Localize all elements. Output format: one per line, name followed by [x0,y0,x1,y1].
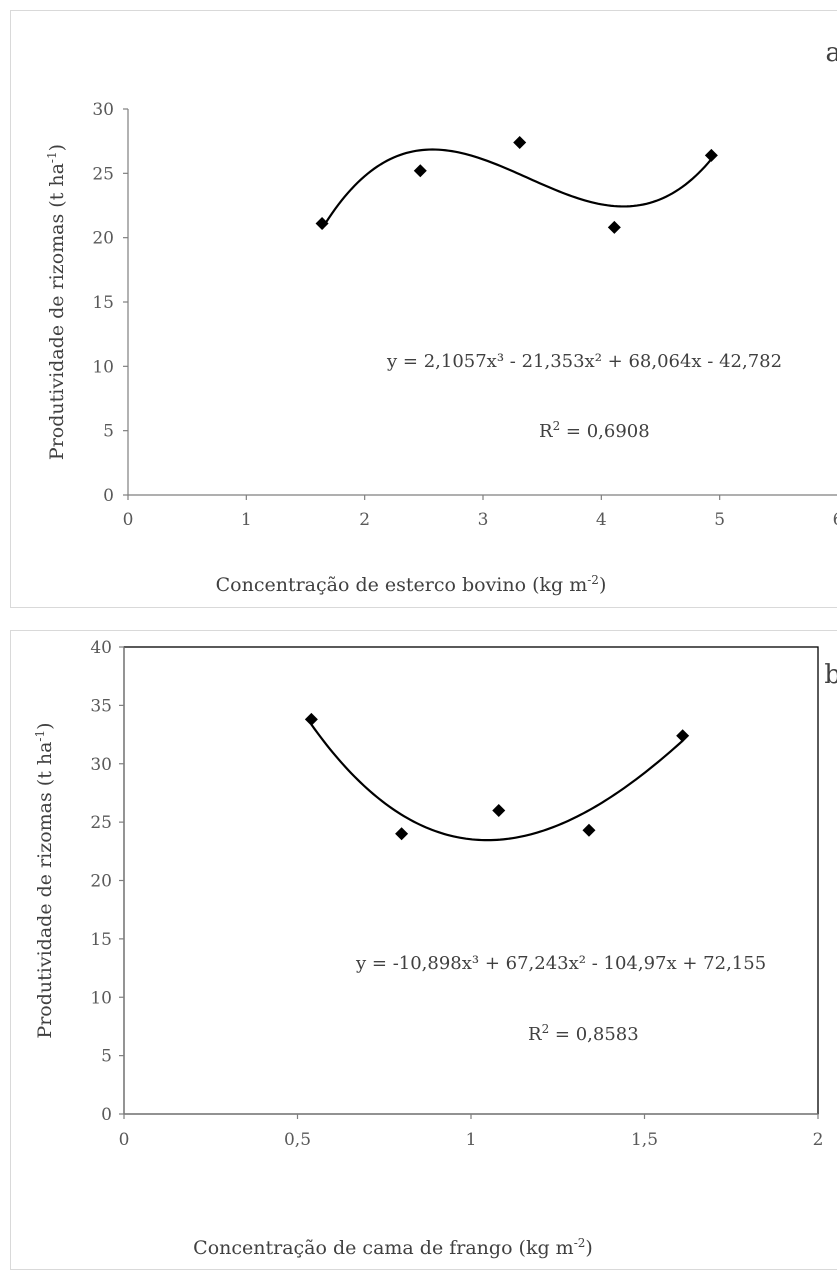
x-tick-label-a: 4 [596,510,607,530]
trendline-equation-a: y = 2,1057x³ - 21,353x² + 68,064x - 42,7… [386,351,782,372]
data-point-b [492,803,506,817]
x-tick-label-a: 3 [478,510,489,530]
x-tick-label-b: 1 [466,1130,477,1150]
trendline-b [310,723,684,842]
chart-b-svg: 0 5 10 15 20 25 30 35 40 0 0,5 1 1,5 2 y = -10,898x³ +… [33,638,837,1259]
y-tick-label-a: 0 [103,486,114,506]
r-squared-label-a: R2 = 0,6908 [539,419,650,442]
x-axis-title-a: Concentração de esterco bovino (kg m-2) [216,573,607,596]
x-tick-label-a: 2 [359,510,370,530]
trendline-equation-b: y = -10,898x³ + 67,243x² - 104,97x + 72,… [355,953,766,974]
data-point-b [395,827,409,841]
chart-panel-b: 0 5 10 15 20 25 30 35 40 0 0,5 1 1,5 2 y = -10,898x³ +… [10,630,837,1270]
y-tick-label-b: 30 [90,755,112,775]
data-point-a [704,148,718,162]
y-tick-label-a: 5 [103,422,114,442]
y-tick-label-a: 25 [92,164,114,184]
y-tick-label-a: 15 [92,293,114,313]
y-tick-label-b: 25 [90,813,112,833]
y-tick-label-a: 30 [92,100,114,120]
panel-label-a: a [825,38,837,68]
chart-panel-a: 0 5 10 15 20 25 30 0 1 2 3 4 5 6 y = 2,1057x³ - 21,353… [10,10,837,608]
chart-a-svg: 0 5 10 15 20 25 30 0 1 2 3 4 5 6 y = 2,1057x³ - 21,353… [45,38,837,596]
y-tick-label-b: 35 [90,696,112,716]
x-tick-label-a: 6 [833,510,837,530]
y-tick-label-a: 10 [92,357,114,377]
data-point-a [607,220,621,234]
x-tick-label-a: 0 [123,510,134,530]
plot-area-border-b [123,646,819,1115]
y-tick-label-b: 20 [90,872,112,892]
x-tick-label-b: 2 [813,1130,824,1150]
y-tick-label-a: 20 [92,229,114,249]
y-tick-label-b: 5 [101,1047,112,1067]
x-tick-label-b: 1,5 [631,1130,658,1150]
r-squared-label-b: R2 = 0,8583 [528,1022,639,1045]
panel-label-b: b [824,660,837,690]
y-axis-title-b: Produtividade de rizomas (t ha-1) [33,722,56,1038]
data-point-b [582,823,596,837]
y-tick-label-b: 0 [101,1105,112,1125]
data-point-b [676,729,690,743]
x-tick-label-b: 0,5 [284,1130,311,1150]
trendline-a [321,148,713,230]
x-tick-label-a: 1 [241,510,252,530]
y-tick-label-b: 10 [90,988,112,1008]
x-tick-label-b: 0 [119,1130,130,1150]
x-axis-title-b: Concentração de cama de frango (kg m-2) [193,1236,593,1259]
y-tick-label-b: 40 [90,638,112,658]
x-tick-label-a: 5 [714,510,725,530]
data-point-a [413,164,427,178]
data-point-b [304,712,318,726]
y-tick-label-b: 15 [90,930,112,950]
data-point-a [513,135,527,149]
y-axis-title-a: Produtividade de rizomas (t ha-1) [45,144,68,460]
data-point-a [315,217,329,231]
